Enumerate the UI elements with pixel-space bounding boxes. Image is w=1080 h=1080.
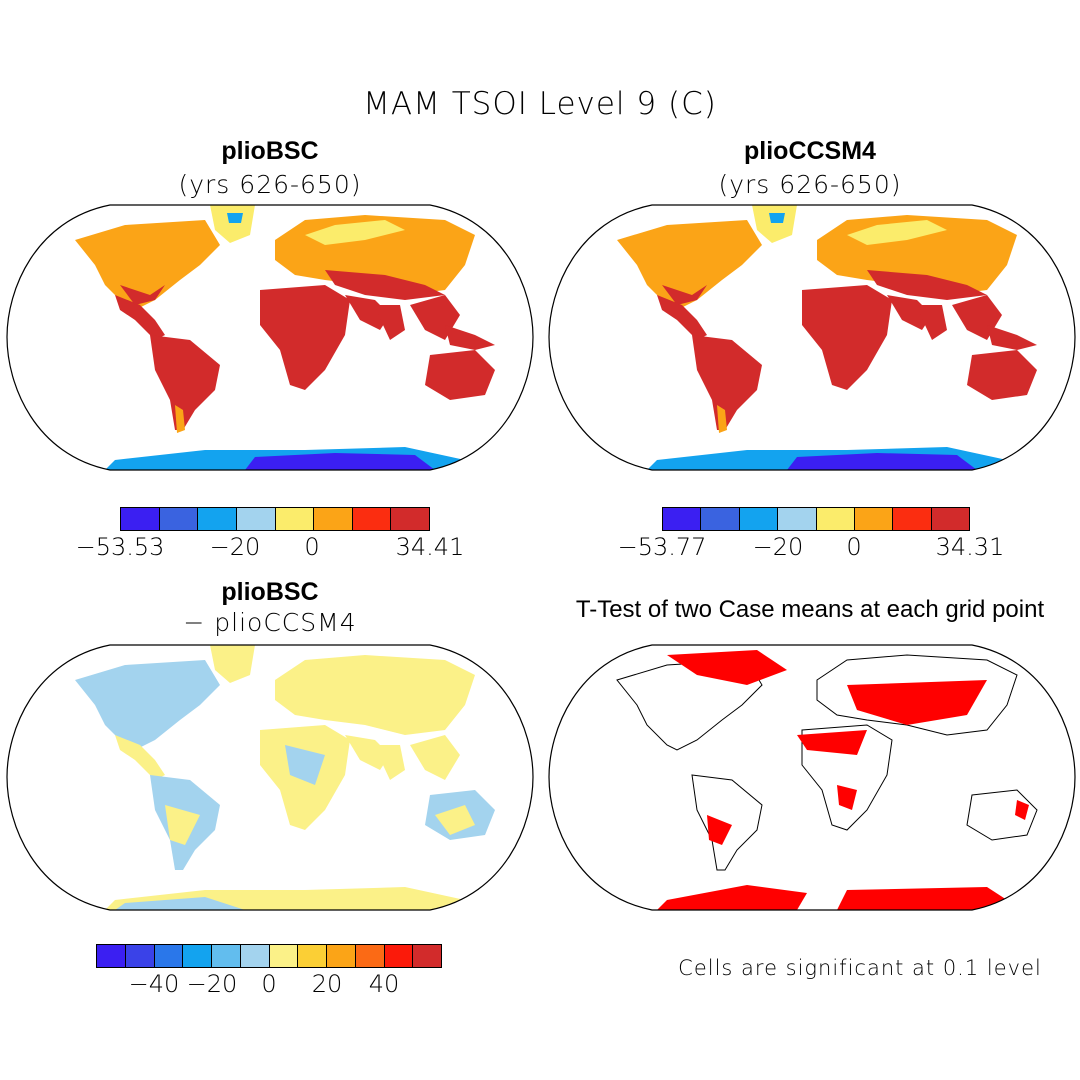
colorbar-swatch [269,945,299,967]
colorbar-swatch [275,508,315,530]
panel-title-plioBSC: plioBSC [221,137,319,165]
colorbar-plioCCSM4 [662,507,970,531]
significance-footnote: Cells are significant at 0.1 level [678,956,1042,980]
colorbar-swatch [391,508,429,530]
colorbar-swatch [854,508,894,530]
colorbar-swatch [125,945,155,967]
colorbar-swatch [183,945,212,967]
greenland [210,205,255,243]
colorbar-swatch [298,945,327,967]
tick-label: 34.31 [935,533,1005,561]
panel-title-ttest: T-Test of two Case means at each grid po… [575,596,1045,623]
panel-title-plioCCSM4: plioCCSM4 [744,137,876,165]
panel-subtitle-plioBSC: (yrs 626-650) [178,170,362,199]
colorbar-swatch [352,508,392,530]
panel-title-difference: plioBSC [221,578,319,606]
colorbar-swatch [778,508,817,530]
colorbar-swatch [384,945,414,967]
colorbar-difference-ticks: −40 −20 0 20 40 [96,970,442,1000]
panel-subtitle-difference: − plioCCSM4 [183,608,357,637]
colorbar-swatch [212,945,241,967]
north-america [75,220,220,310]
colorbar-swatch [240,945,270,967]
colorbar-swatch [154,945,184,967]
colorbar-plioBSC [120,507,430,531]
colorbar-swatch [413,945,441,967]
colorbar-plioCCSM4-ticks: −53.77 −20 0 34.31 [618,533,1005,563]
colorbar-swatch [893,508,932,530]
colorbar-swatch [327,945,356,967]
colorbar-swatch [314,508,353,530]
map-plioCCSM4 [548,204,1076,471]
colorbar-plioBSC-ticks: −53.53 −20 0 34.41 [76,533,465,563]
colorbar-difference [96,944,442,968]
tick-label: −20 [209,533,261,561]
colorbar-swatch [701,508,740,530]
panel-subtitle-plioCCSM4: (yrs 626-650) [718,170,902,199]
tick-label: −53.77 [617,533,707,561]
colorbar-swatch [198,508,237,530]
tick-label: −20 [186,970,238,998]
colorbar-swatch [931,508,969,530]
africa [260,285,350,390]
colorbar-swatch [816,508,855,530]
australia [425,350,495,400]
colorbar-swatch [236,508,276,530]
colorbar-swatch [159,508,199,530]
tick-label: −53.53 [75,533,165,561]
tick-label: 34.41 [395,533,465,561]
tick-label: 20 [311,970,343,998]
colorbar-swatch [121,508,160,530]
tick-label: 0 [304,533,320,561]
tick-label: 40 [368,970,400,998]
tick-label: −20 [752,533,804,561]
map-difference [6,644,534,911]
tick-label: 0 [846,533,862,561]
tick-label: 0 [261,970,277,998]
south-america [150,335,220,430]
tick-label: −40 [128,970,180,998]
central-america [115,295,165,340]
figure-title: MAM TSOI Level 9 (C) [363,86,717,122]
colorbar-swatch [355,945,385,967]
map-ttest [548,644,1076,911]
map-plioBSC [6,204,534,471]
colorbar-swatch [97,945,126,967]
colorbar-swatch [739,508,779,530]
colorbar-swatch [663,508,702,530]
